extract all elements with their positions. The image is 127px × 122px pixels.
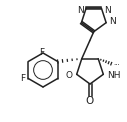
Text: O: O bbox=[86, 96, 94, 106]
Text: O: O bbox=[66, 71, 73, 80]
Text: ···: ··· bbox=[113, 62, 120, 68]
Text: N: N bbox=[109, 17, 116, 26]
Text: NH: NH bbox=[107, 71, 121, 80]
Text: N: N bbox=[104, 6, 111, 15]
Text: F: F bbox=[39, 48, 45, 57]
Text: F: F bbox=[20, 74, 25, 83]
Text: N: N bbox=[77, 6, 84, 15]
